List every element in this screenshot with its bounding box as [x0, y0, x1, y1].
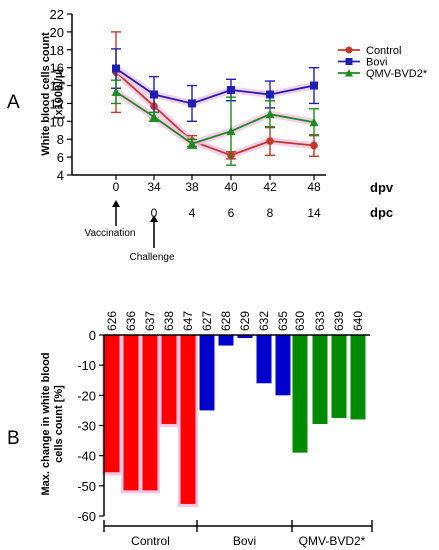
y-tick-label-a: 18: [50, 43, 64, 58]
bar-632: [256, 335, 272, 384]
legend-marker: [345, 46, 353, 54]
x-tick-label-dpc: 14: [307, 206, 321, 220]
bar-627: [199, 335, 215, 411]
y-tick-label-a: 6: [57, 150, 64, 165]
bar-category-label: 639: [332, 311, 346, 331]
bar-category-label: 630: [293, 311, 307, 331]
legend-label: Control: [366, 45, 401, 57]
y-tick-label-b: -40: [77, 449, 96, 464]
panel-b-label: B: [7, 428, 20, 449]
dpc-label: dpc: [370, 205, 393, 220]
x-tick-label-dpc: 0: [151, 206, 158, 220]
panel-a-line-chart: A 4 6 8 10 12 14 16 18 20 22 White blood cells coun…: [7, 7, 428, 263]
data-point-qmv: [149, 112, 159, 121]
group-label: Control: [131, 534, 170, 548]
bar-636: [123, 335, 139, 491]
bar-635: [275, 335, 291, 396]
group-label: QMV-BVD2*: [299, 534, 366, 548]
annotation-arrow-head: [112, 200, 120, 207]
y-tick-label-a: 20: [50, 25, 64, 40]
data-point-qmv: [111, 87, 121, 96]
y-axis-title-a-line1: White blood cells count: [40, 32, 52, 156]
y-tick-label-b: 0: [89, 328, 96, 343]
y-tick-label-b: -60: [77, 509, 96, 524]
bar-category-label: 628: [219, 311, 233, 331]
bar-628: [218, 335, 234, 346]
y-tick-label-a: 14: [50, 79, 64, 94]
series-line-1: [115, 67, 315, 105]
series-line-0: [115, 71, 315, 157]
bar-640: [350, 335, 366, 420]
bar-category-label: 647: [181, 311, 195, 331]
data-point-qmv: [187, 139, 197, 148]
bar-category-label: 637: [143, 311, 157, 331]
data-point-bovi: [227, 86, 235, 95]
bar-category-label: 626: [105, 311, 119, 331]
bar-category-label: 638: [162, 311, 176, 331]
data-point-qmv: [265, 109, 275, 119]
y-tick-label-a: 16: [50, 61, 64, 76]
y-tick-label-b: -50: [77, 479, 96, 494]
data-point-qmv: [226, 126, 236, 136]
series-line-2: [115, 91, 315, 145]
annotation-label: Challenge: [129, 252, 174, 263]
data-point-control: [266, 137, 274, 145]
x-tick-label-dpv: 42: [263, 180, 277, 194]
bar-630: [292, 335, 308, 453]
bar-638: [161, 335, 177, 424]
data-point-qmv: [309, 117, 319, 127]
bar-category-label: 633: [313, 311, 327, 331]
bar-647: [180, 335, 196, 504]
data-point-bovi: [188, 99, 196, 108]
group-label: Bovi: [233, 534, 256, 548]
y-tick-label-a: 10: [50, 114, 64, 129]
dpv-label: dpv: [370, 180, 394, 195]
y-tick-label-b: -30: [77, 419, 96, 434]
data-point-bovi: [266, 90, 274, 99]
x-tick-label-dpv: 40: [224, 180, 238, 194]
y-axis-title-b-line1: Max. change in white blood: [40, 352, 52, 495]
legend-marker: [345, 69, 353, 77]
x-tick-label-dpc: 6: [228, 206, 235, 220]
data-point-control: [310, 141, 318, 150]
legend-label: Bovi: [366, 57, 387, 69]
x-tick-label-dpv: 0: [113, 180, 120, 194]
data-point-bovi: [112, 64, 120, 73]
bar-category-label: 632: [257, 311, 271, 331]
data-point-bovi: [310, 81, 318, 90]
x-tick-label-dpv: 48: [307, 180, 321, 194]
panel-b-bar-chart: B Max. change in white blood cells count […: [7, 311, 373, 548]
x-tick-label-dpc: 8: [267, 206, 274, 220]
legend-label: QMV-BVD2*: [366, 68, 428, 80]
bar-637: [142, 335, 158, 491]
y-axis-title-b-line2: cells count [%]: [53, 385, 65, 463]
bar-639: [331, 335, 347, 418]
x-tick-label-dpc: 4: [189, 206, 196, 220]
panel-a-label: A: [7, 92, 20, 113]
y-tick-label-a: 8: [57, 132, 64, 147]
data-point-bovi: [150, 90, 158, 99]
y-tick-label-a: 22: [50, 7, 64, 22]
legend-marker: [345, 58, 353, 65]
bar-633: [312, 335, 328, 424]
annotation-arrow-head: [150, 215, 158, 222]
x-tick-label-dpv: 34: [147, 180, 161, 194]
y-tick-label-b: -10: [77, 358, 96, 373]
y-axis-title-a-line2: [x1000]/µl: [53, 69, 65, 119]
x-tick-label-dpv: 38: [185, 180, 199, 194]
bar-category-label: 629: [238, 311, 252, 331]
y-tick-label-b: -20: [77, 388, 96, 403]
bar-category-label: 635: [276, 311, 290, 331]
bar-626: [104, 335, 120, 473]
bar-629: [237, 335, 253, 339]
annotation-label: Vaccination: [85, 228, 136, 239]
bar-category-label: 640: [351, 311, 365, 331]
bar-category-label: 627: [200, 311, 214, 331]
y-tick-label-a: 12: [50, 96, 64, 111]
bar-category-label: 636: [124, 311, 138, 331]
y-tick-label-a: 4: [57, 168, 64, 183]
